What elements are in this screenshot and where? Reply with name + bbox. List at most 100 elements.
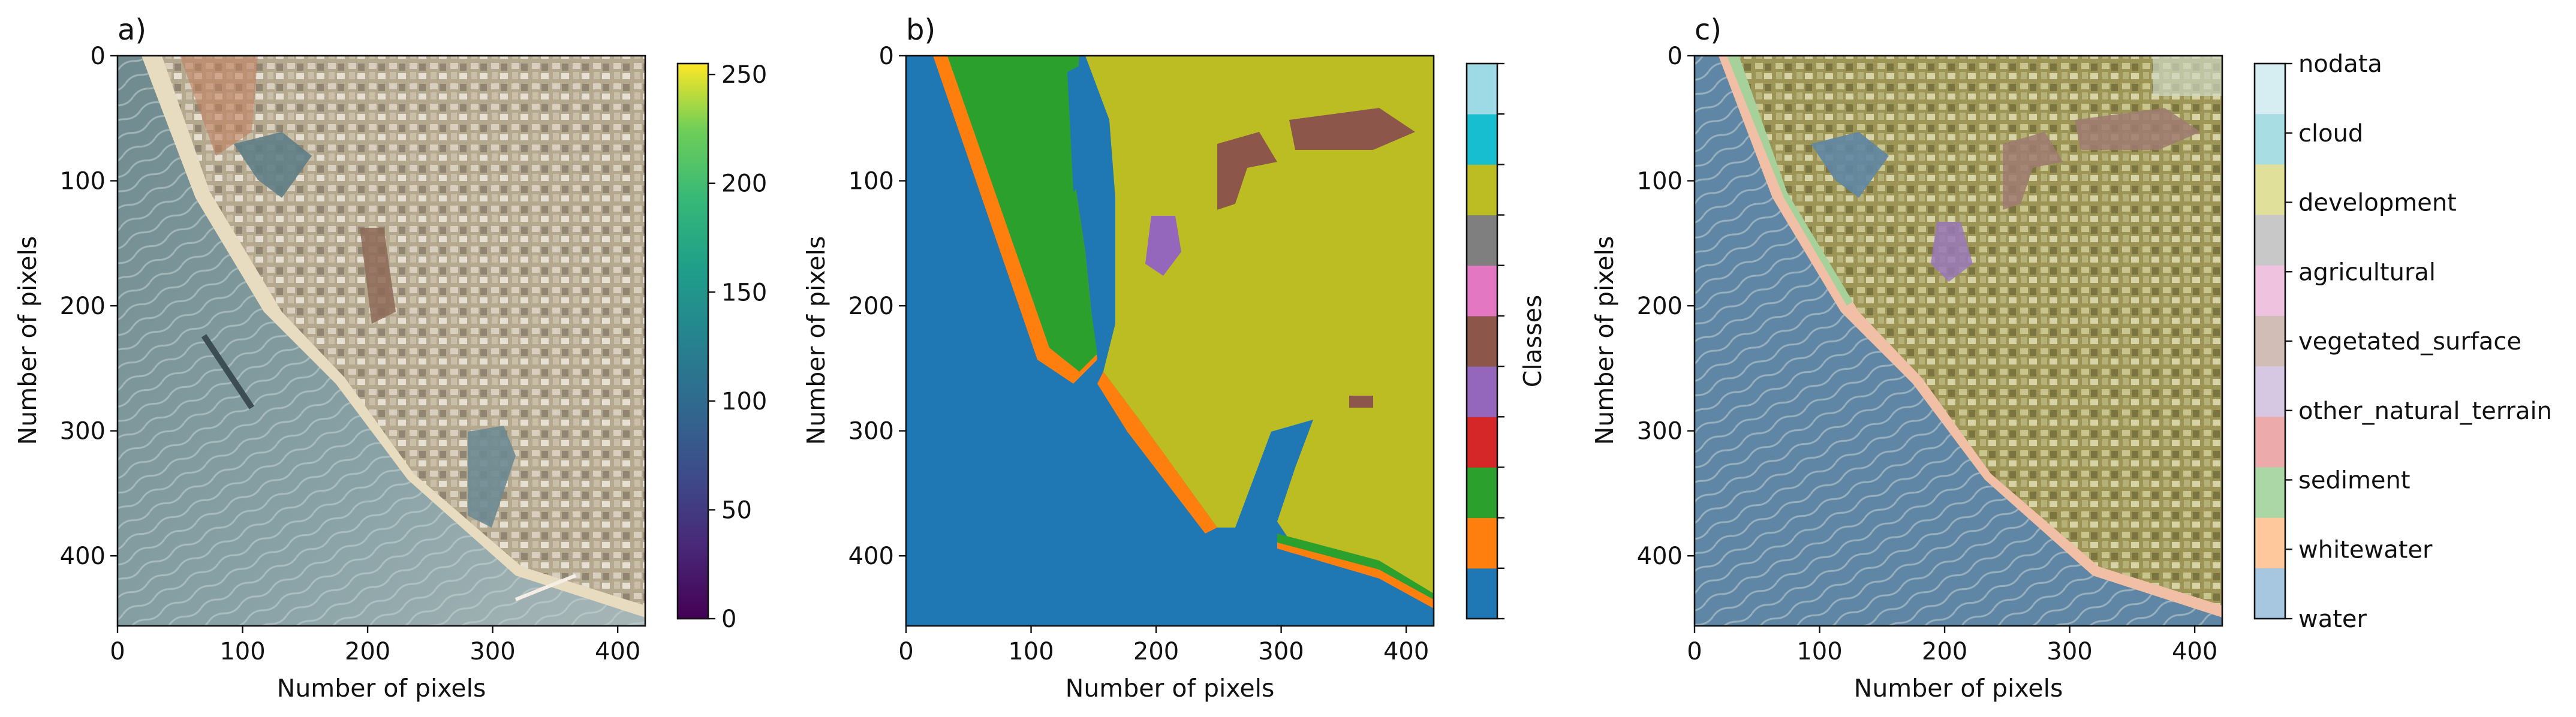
colorbar-b-segment	[1467, 164, 1497, 216]
panel-b-colorbar	[1467, 62, 1504, 620]
colorbar-a-tick-label: 200	[721, 170, 767, 198]
panel-a-ylabel: Number of pixels	[13, 236, 42, 445]
panel-c-axes: 0 100 200 300 400 0 100 200 300 400	[1637, 43, 2218, 665]
panel-a-xtick-label: 0	[110, 638, 125, 665]
colorbar-b-segment	[1467, 417, 1497, 468]
colorbar-c-segment	[2255, 265, 2285, 317]
panel-a-xtick-label: 400	[595, 638, 640, 665]
panel-b-xtick-label: 100	[1008, 638, 1054, 665]
colorbar-c-label: other_natural_terrain	[2298, 397, 2552, 425]
panel-a-ytick-label: 200	[60, 293, 106, 320]
panel-c-ytick-label: 300	[1637, 418, 1683, 445]
panel-c-ytick-label: 100	[1637, 168, 1683, 195]
panel-a-colorbar-ticks: 0 50 100 150 200 250	[708, 61, 767, 633]
panel-c-xlabel: Number of pixels	[1854, 674, 2063, 703]
colorbar-a-tick-label: 100	[721, 388, 767, 415]
colorbar-a-tick-label: 0	[721, 605, 736, 633]
colorbar-b-segment	[1467, 114, 1497, 165]
panel-b-colorbar-label: Classes	[1518, 295, 1547, 387]
colorbar-c-label: water	[2298, 605, 2367, 633]
panel-b-axes: 0 100 200 300 400 0 100 200 300 400	[848, 43, 1430, 665]
panel-c-xtick-label: 300	[2047, 638, 2092, 665]
colorbar-c-label: vegetated_surface	[2298, 328, 2521, 356]
colorbar-c-segment	[2255, 114, 2285, 165]
panel-a-colorbar-frame	[676, 62, 709, 620]
colorbar-b-segment	[1467, 568, 1497, 619]
panel-a-ytick-label: 300	[60, 418, 106, 445]
panel-b-ylabel: Number of pixels	[802, 236, 830, 445]
panel-b-xlabel: Number of pixels	[1066, 674, 1275, 703]
panel-c-colorbar: nodata cloud development agricultural vegeta…	[2255, 50, 2552, 633]
colorbar-c-label: sediment	[2298, 467, 2411, 495]
class-sediment-region	[947, 56, 1097, 372]
panel-c-ytick-label: 400	[1637, 543, 1683, 570]
colorbar-b-segment	[1467, 215, 1497, 266]
panel-b-frame	[905, 55, 1435, 627]
panel-a-frame	[116, 55, 646, 627]
panel-c-xtick-label: 100	[1796, 638, 1842, 665]
panel-c-title: c)	[1695, 13, 1722, 47]
panel-c-ytick-label: 0	[1668, 43, 1683, 70]
colorbar-c-segment	[2255, 215, 2285, 266]
colorbar-c-segment	[2255, 467, 2285, 519]
panel-c-ytick-label: 200	[1637, 293, 1683, 320]
colorbar-c-segment	[2255, 417, 2285, 468]
colorbar-b-segment	[1467, 467, 1497, 519]
panel-a-colorbar	[678, 64, 708, 619]
panel-b-xtick-label: 200	[1133, 638, 1179, 665]
panel-b-ytick-label: 400	[848, 543, 894, 570]
panel-a-axes: 0 100 200 300 400 0 100 200 300 400	[60, 43, 641, 665]
panel-a-xlabel: Number of pixels	[277, 674, 486, 703]
panel-a-ytick-label: 0	[91, 43, 106, 70]
colorbar-a-tick-label: 250	[721, 61, 767, 89]
colorbar-c-segment	[2255, 315, 2285, 367]
panel-a-xtick-label: 200	[345, 638, 390, 665]
colorbar-c-segment	[2255, 164, 2285, 216]
panel-b-xtick-label: 300	[1258, 638, 1304, 665]
panel-c-image	[1695, 56, 2222, 626]
colorbar-c-label: whitewater	[2298, 536, 2433, 564]
colorbar-a-tick-label: 50	[721, 496, 752, 524]
class-development-region	[983, 56, 1434, 599]
panel-a-ytick-label: 100	[60, 168, 106, 195]
colorbar-c-label: cloud	[2298, 120, 2363, 147]
panel-a-xtick-label: 100	[219, 638, 265, 665]
colorbar-c-label: development	[2298, 189, 2457, 217]
panel-b: b) 0 100 200 300 400 0 100 200 300 400 Number of …	[802, 13, 1547, 703]
panel-a-image	[118, 56, 645, 626]
panel-b-ytick-label: 200	[848, 293, 894, 320]
panel-b-image	[906, 56, 1434, 626]
panel-c: c) 0 100 200 300 400 0 100 200 300 400 Number of …	[1590, 13, 2552, 703]
panel-c-ylabel: Number of pixels	[1590, 236, 1619, 445]
panel-c-xtick-label: 400	[2172, 638, 2217, 665]
colorbar-c-segment	[2255, 366, 2285, 417]
colorbar-b-segment	[1467, 64, 1497, 115]
panel-c-colorbar-frame	[2253, 62, 2286, 620]
colorbar-c-segment	[2255, 517, 2285, 569]
panel-b-xtick-label: 0	[898, 638, 913, 665]
panel-c-xtick-label: 0	[1687, 638, 1702, 665]
colorbar-b-segment	[1467, 517, 1497, 569]
colorbar-c-segment	[2255, 64, 2285, 115]
colorbar-c-segment	[2255, 568, 2285, 619]
panel-b-xtick-label: 400	[1383, 638, 1429, 665]
colorbar-b-segment	[1467, 366, 1497, 417]
panel-b-ytick-label: 100	[848, 168, 894, 195]
colorbar-b-segment	[1467, 265, 1497, 317]
class-vegetated-region	[1145, 216, 1181, 276]
panel-b-colorbar-frame	[1465, 62, 1498, 620]
panel-b-title: b)	[906, 13, 935, 47]
colorbar-c-label: agricultural	[2298, 258, 2436, 286]
panel-a: a) 0 100 200 300 400 0 100 200 300 400 Number of …	[13, 13, 767, 703]
panel-b-ytick-label: 0	[879, 43, 894, 70]
colorbar-b-segment	[1467, 315, 1497, 367]
panel-c-xtick-label: 200	[1922, 638, 1967, 665]
panel-c-frame	[1693, 55, 2223, 627]
panel-a-xtick-label: 300	[470, 638, 515, 665]
panel-a-title: a)	[118, 13, 146, 47]
class-agricultural-region	[1217, 132, 1277, 210]
panel-a-ytick-label: 400	[60, 543, 106, 570]
colorbar-a-tick-label: 150	[721, 279, 767, 306]
colorbar-c-label: nodata	[2298, 50, 2382, 78]
